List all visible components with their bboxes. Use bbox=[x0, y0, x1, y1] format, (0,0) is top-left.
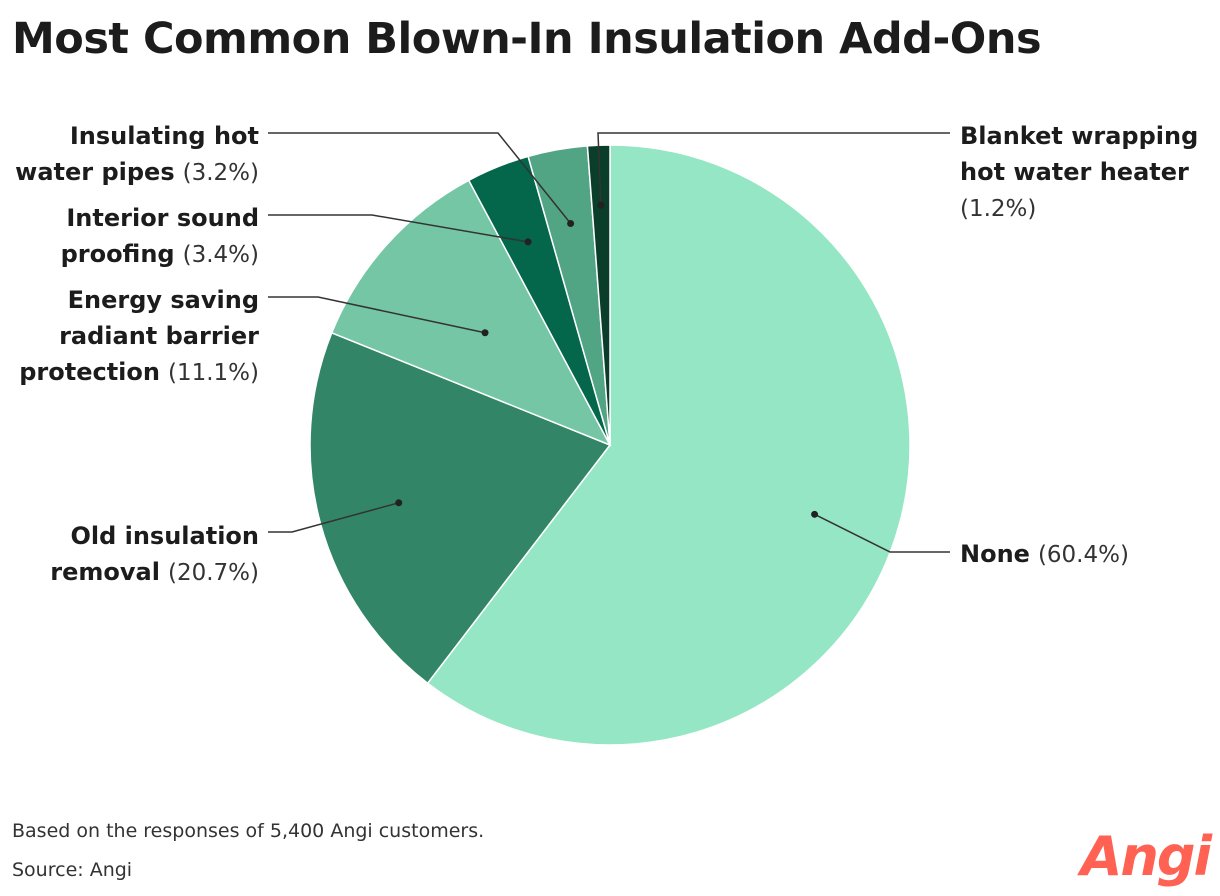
data-label-old-insulation-removal: Old insulation removal (20.7%) bbox=[50, 522, 259, 586]
data-label-name: removal bbox=[50, 558, 160, 586]
leader-dot-energy-saving-radiant-barrier-protection bbox=[481, 329, 489, 337]
pie-slice-none bbox=[426, 144, 911, 746]
data-label-name: Insulating hot bbox=[70, 122, 259, 150]
data-label-name: Interior sound bbox=[66, 204, 259, 232]
data-label-name: None bbox=[960, 540, 1030, 568]
source-note: Source: Angi bbox=[12, 859, 133, 881]
angi-logo: Angi bbox=[1080, 825, 1212, 888]
data-label-name: protection bbox=[19, 358, 160, 386]
data-label-name: radiant barrier bbox=[59, 322, 259, 350]
data-label-insulating-hot-water-pipes: Insulating hot water pipes (3.2%) bbox=[15, 122, 259, 186]
data-label-value: (3.4%) bbox=[183, 242, 259, 268]
data-label-name: Old insulation bbox=[70, 522, 259, 550]
data-label-blanket-wrapping-hot-water-heater: Blanket wrapping hot water heater (1.2%) bbox=[960, 122, 1198, 222]
leader-dot-old-insulation-removal bbox=[395, 499, 403, 507]
data-label-value: (20.7%) bbox=[168, 560, 259, 586]
leader-line-none bbox=[814, 513, 950, 553]
data-label-name: water pipes bbox=[15, 158, 174, 186]
leader-dot-insulating-hot-water-pipes bbox=[567, 219, 575, 227]
data-label-value: (3.2%) bbox=[183, 160, 259, 186]
leader-dot-interior-sound-proofing bbox=[524, 238, 532, 246]
data-label-name: proofing bbox=[61, 240, 175, 268]
data-label-name: hot water heater bbox=[960, 158, 1189, 186]
pie-slice-energy-saving-radiant-barrier-protection bbox=[330, 179, 612, 447]
data-label-value: (1.2%) bbox=[960, 196, 1036, 222]
data-label-interior-sound-proofing: Interior sound proofing (3.4%) bbox=[61, 204, 259, 268]
leader-line-energy-saving-radiant-barrier-protection bbox=[268, 296, 486, 334]
leader-line-old-insulation-removal bbox=[268, 502, 399, 533]
leader-line-blanket-wrapping-hot-water-heater bbox=[597, 132, 950, 206]
leader-line-insulating-hot-water-pipes bbox=[268, 132, 572, 224]
data-label-value: (11.1%) bbox=[168, 360, 259, 386]
data-label-value: (60.4%) bbox=[1038, 542, 1129, 568]
leader-line-interior-sound-proofing bbox=[268, 214, 529, 243]
data-label-energy-saving-radiant-barrier-protection: Energy saving radiant barrier protection (1… bbox=[19, 286, 259, 386]
data-label-name: Blanket wrapping bbox=[960, 122, 1198, 150]
data-label-none: None (60.4%) bbox=[960, 540, 1129, 568]
footnote: Based on the responses of 5,400 Angi cus… bbox=[12, 820, 485, 842]
leader-dot-blanket-wrapping-hot-water-heater bbox=[597, 201, 605, 209]
leader-dot-none bbox=[811, 510, 819, 518]
chart-title: Most Common Blown-In Insulation Add-Ons bbox=[12, 14, 1042, 64]
data-label-name: Energy saving bbox=[68, 286, 259, 314]
